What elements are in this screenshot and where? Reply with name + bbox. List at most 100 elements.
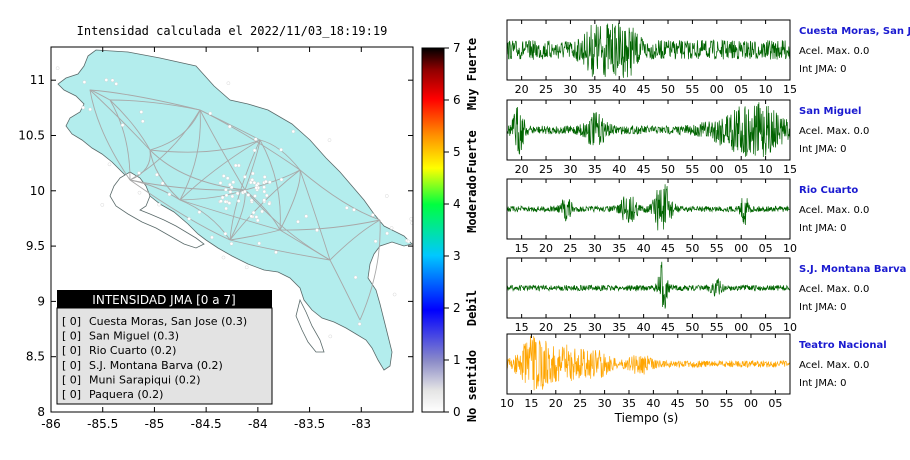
station-marker [230, 194, 235, 199]
station-marker [167, 192, 172, 197]
road [259, 139, 281, 231]
station-marker [251, 171, 255, 176]
legend-title: INTENSIDAD JMA [0 a 7] [92, 293, 235, 307]
legend-item-name: Paquera (0.2) [89, 388, 163, 401]
colorbar-tick-label: 1 [453, 353, 461, 367]
legend-item-level: [ 0] [62, 373, 81, 386]
waveform-x-tick-label: 05 [759, 242, 773, 255]
map-y-tick-label: 10.5 [18, 128, 45, 142]
station-marker [254, 186, 259, 190]
road [129, 179, 181, 201]
station-marker [385, 231, 389, 236]
jma-intensity: Int JMA: 0 [799, 378, 847, 389]
waveform-panel: 20 25 30 35 40 45 50 55 00 05 10 15 San Miguel Acel. … [506, 99, 869, 176]
waveform-x-tick-label: 00 [734, 242, 748, 255]
station-marker [249, 198, 254, 203]
waveform-x-tick-label: 45 [671, 397, 685, 410]
station-marker [229, 185, 234, 190]
station-marker [219, 199, 223, 203]
map-x-tick-label: -85 [145, 417, 165, 431]
map-y-tick-label: 11 [30, 73, 45, 87]
road [149, 139, 261, 153]
station-marker [296, 219, 300, 224]
road [179, 199, 281, 231]
station-marker [221, 255, 226, 260]
waveform-x-tick-label: 30 [588, 321, 602, 334]
waveform-x-tick-label: 15 [783, 83, 797, 96]
road [179, 139, 261, 201]
map-panel: -86 -85.5 -85 -84.5 -84 -83.5 -83 11 10.5 10 9.5 9 8… [18, 46, 414, 431]
station-marker [392, 292, 397, 297]
station-marker [327, 138, 332, 142]
road [279, 219, 381, 231]
legend-title-bar [57, 290, 272, 308]
colorbar-category-label: No sentido [465, 350, 479, 422]
station-marker [224, 187, 228, 192]
road [299, 169, 331, 261]
map-x-tick-label: -83 [351, 417, 371, 431]
waveform-x-tick-label: 20 [515, 83, 529, 96]
road [129, 179, 231, 241]
station-marker [231, 180, 236, 184]
station-marker [220, 195, 225, 200]
map-title: Intensidad calculada el 2022/11/03_18:19… [77, 24, 388, 38]
station-marker [110, 78, 115, 83]
station-marker [371, 213, 375, 217]
waveform-x-tick-label: 40 [637, 321, 651, 334]
road-network [89, 89, 381, 321]
waveform-frame [506, 99, 791, 161]
station-marker [410, 221, 413, 225]
waveform-x-tick-label: 25 [563, 242, 577, 255]
station-name: Teatro Nacional [799, 340, 887, 351]
waveform-x-tick-label: 05 [734, 163, 748, 176]
station-marker [256, 218, 260, 223]
colorbar-tick-label: 4 [453, 197, 461, 211]
station-marker [252, 180, 257, 185]
road [329, 219, 381, 261]
station-marker [257, 241, 261, 246]
road [199, 109, 246, 191]
waveform-x-tick-label: 15 [524, 397, 538, 410]
road [179, 109, 201, 201]
waveform-x-tick-label: 15 [515, 242, 529, 255]
colorbar-gradient [421, 47, 445, 413]
jma-intensity: Int JMA: 0 [799, 144, 847, 155]
waveform-x-tick-label: 45 [637, 163, 651, 176]
station-marker [262, 189, 267, 194]
road [229, 229, 281, 241]
station-marker [137, 171, 141, 175]
road [229, 169, 301, 241]
waveform-x-tick-label: 25 [573, 397, 587, 410]
waveform-x-tick-label: 55 [710, 321, 724, 334]
waveform-x-tick-label: 00 [710, 83, 724, 96]
station-marker [137, 190, 142, 195]
waveform-x-tick-label: 50 [695, 397, 709, 410]
station-marker [82, 80, 87, 84]
station-marker [233, 163, 238, 168]
legend-item-level: [ 0] [62, 330, 81, 343]
waveform-x-tick-label: 50 [685, 242, 699, 255]
map-x-tick-label: -84 [248, 417, 268, 431]
colorbar-tick-label: 2 [453, 301, 461, 315]
waveform-panels: 20 25 30 35 40 45 50 55 00 05 10 15 Cuesta Moras, Sa… [500, 19, 910, 425]
station-name: Rio Cuarto [799, 185, 858, 196]
colorbar-tick-label: 0 [453, 405, 461, 419]
road [299, 169, 381, 221]
station-marker [210, 235, 214, 240]
legend-body [56, 307, 273, 405]
road [244, 139, 261, 191]
station-marker [114, 82, 118, 86]
station-marker [100, 203, 105, 207]
station-marker [291, 129, 296, 134]
waveform-trace [506, 184, 791, 231]
road [109, 99, 151, 151]
waveform-x-tick-label: 10 [783, 321, 797, 334]
road [359, 219, 381, 321]
map-x-tick-label: -86 [41, 417, 61, 431]
station-marker [237, 163, 241, 168]
waveform-x-tick-label: 25 [563, 321, 577, 334]
waveform-x-tick-label: 10 [500, 397, 514, 410]
station-marker [279, 147, 283, 152]
station-marker [251, 210, 256, 215]
